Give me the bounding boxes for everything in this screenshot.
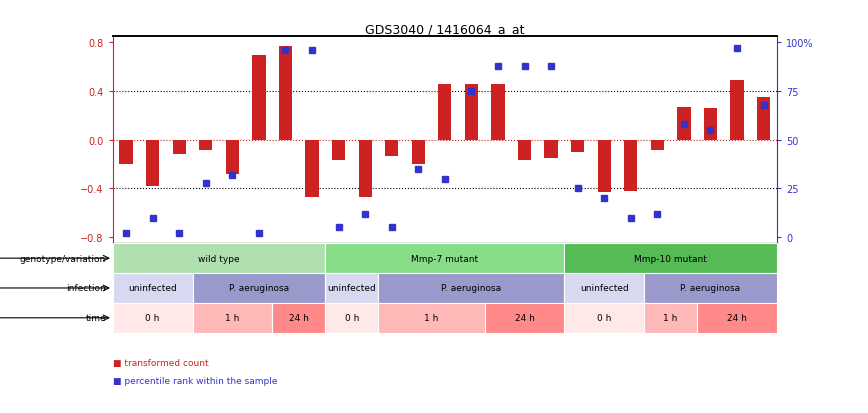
Bar [438, 85, 451, 140]
Text: uninfected: uninfected [128, 284, 177, 293]
Bar [253, 55, 266, 140]
Bar [326, 244, 564, 273]
Text: infection: infection [67, 284, 106, 293]
Bar [697, 303, 777, 333]
Bar [704, 109, 717, 140]
Bar [120, 140, 133, 165]
Bar [173, 140, 186, 155]
Bar [757, 98, 770, 140]
Text: 1 h: 1 h [663, 313, 678, 323]
Bar [484, 303, 564, 333]
Text: 0 h: 0 h [597, 313, 611, 323]
Bar [326, 303, 378, 333]
Bar [730, 81, 744, 140]
Bar [644, 273, 777, 303]
Bar [491, 85, 504, 140]
Bar [146, 140, 160, 187]
Bar [564, 273, 644, 303]
Bar [199, 140, 213, 150]
Bar [544, 140, 558, 159]
Bar [385, 140, 398, 156]
Bar [279, 47, 293, 140]
Bar [644, 303, 697, 333]
Bar [564, 244, 777, 273]
Text: genotype/variation: genotype/variation [20, 254, 106, 263]
Bar [571, 140, 584, 152]
Text: 0 h: 0 h [345, 313, 359, 323]
Text: P. aeruginosa: P. aeruginosa [441, 284, 502, 293]
Text: uninfected: uninfected [580, 284, 628, 293]
Bar [358, 140, 372, 197]
Text: Mmp-7 mutant: Mmp-7 mutant [411, 254, 478, 263]
Bar [326, 273, 378, 303]
Bar [378, 303, 484, 333]
Bar [464, 85, 478, 140]
Text: 1 h: 1 h [424, 313, 438, 323]
Bar [193, 303, 273, 333]
Bar [378, 273, 564, 303]
Text: 1 h: 1 h [225, 313, 240, 323]
Bar [564, 303, 644, 333]
Text: 24 h: 24 h [289, 313, 309, 323]
Bar [113, 244, 326, 273]
Title: GDS3040 / 1416064_a_at: GDS3040 / 1416064_a_at [365, 23, 524, 36]
Bar [597, 140, 611, 192]
Bar [273, 303, 326, 333]
Bar [651, 140, 664, 150]
Bar [411, 140, 425, 165]
Text: ■ percentile rank within the sample: ■ percentile rank within the sample [113, 376, 278, 385]
Bar [624, 140, 637, 192]
Text: 0 h: 0 h [146, 313, 160, 323]
Text: ■ transformed count: ■ transformed count [113, 358, 208, 367]
Text: P. aeruginosa: P. aeruginosa [229, 284, 289, 293]
Bar [677, 108, 691, 140]
Bar [113, 303, 193, 333]
Bar [332, 140, 345, 161]
Bar [518, 140, 531, 161]
Text: 24 h: 24 h [727, 313, 747, 323]
Text: uninfected: uninfected [327, 284, 376, 293]
Text: P. aeruginosa: P. aeruginosa [681, 284, 740, 293]
Text: Mmp-10 mutant: Mmp-10 mutant [635, 254, 707, 263]
Text: time: time [86, 313, 106, 323]
Bar [193, 273, 326, 303]
Bar [306, 140, 319, 197]
Text: wild type: wild type [198, 254, 240, 263]
Bar [113, 273, 193, 303]
Bar [226, 140, 239, 174]
Text: 24 h: 24 h [515, 313, 535, 323]
